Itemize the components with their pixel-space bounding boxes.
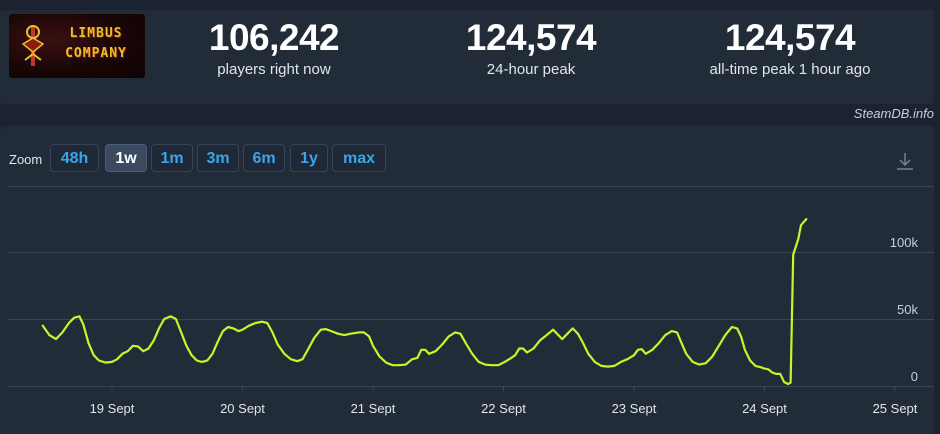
logo-text-line2: COMPANY — [65, 46, 127, 61]
stat-all-time-peak: 124,574 all-time peak 1 hour ago — [680, 18, 900, 80]
logo-text-line1: LIMBUS — [69, 26, 123, 41]
stat-current-players-label: players right now — [217, 61, 331, 78]
x-tick-label: 22 Sept — [481, 401, 526, 416]
player-count-chart[interactable]: 0 50k 100k 19 Sept 20 Sept 21 Sept 22 Sept 23 S… — [0, 186, 934, 434]
x-tick-label: 24 Sept — [742, 401, 787, 416]
stat-current-players-value: 106,242 — [208, 17, 340, 58]
x-tick-label: 23 Sept — [612, 401, 657, 416]
logo-emblem-icon — [21, 25, 45, 66]
stat-all-time-peak-value: 124,574 — [724, 17, 856, 58]
zoom-button-max[interactable]: max — [332, 144, 386, 172]
zoom-button-1m[interactable]: 1m — [151, 144, 193, 172]
y-tick-label: 50k — [897, 302, 918, 317]
stat-24h-peak-label: 24-hour peak — [486, 61, 576, 78]
zoom-label: Zoom — [9, 152, 43, 167]
game-logo[interactable]: LIMBUS COMPANY — [9, 14, 145, 78]
y-tick-label: 0 — [911, 369, 918, 384]
series-line-players — [41, 218, 808, 386]
y-tick-label: 100k — [890, 235, 919, 250]
x-tick-label: 21 Sept — [351, 401, 396, 416]
download-icon[interactable] — [894, 150, 916, 172]
x-tick-label: 25 Sept — [873, 401, 918, 416]
zoom-button-3m[interactable]: 3m — [197, 144, 239, 172]
x-tick-label: 19 Sept — [90, 401, 135, 416]
steamdb-credit[interactable]: SteamDB.info — [853, 106, 934, 121]
zoom-button-1w[interactable]: 1w — [105, 144, 147, 172]
zoom-button-6m[interactable]: 6m — [243, 144, 285, 172]
stats-panel — [0, 10, 934, 104]
logo-text: LIMBUS COMPANY — [51, 24, 141, 64]
x-tick-label: 20 Sept — [220, 401, 265, 416]
stat-all-time-peak-label: all-time peak 1 hour ago — [709, 61, 871, 78]
stat-current-players: 106,242 players right now — [164, 18, 384, 80]
chart-panel — [0, 126, 934, 434]
zoom-button-48h[interactable]: 48h — [50, 144, 99, 172]
stat-24h-peak: 124,574 24-hour peak — [421, 18, 641, 80]
zoom-button-1y[interactable]: 1y — [290, 144, 328, 172]
stat-24h-peak-value: 124,574 — [465, 17, 597, 58]
